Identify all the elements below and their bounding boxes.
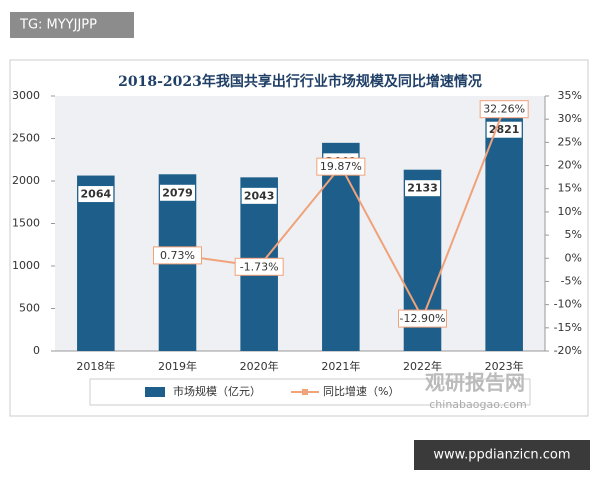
y-tick-label: 500	[19, 302, 40, 315]
bar-label: 2133	[407, 182, 438, 195]
line-label: 19.87%	[320, 160, 362, 173]
x-tick-label: 2019年	[158, 359, 197, 373]
y-tick-label: 1000	[12, 259, 40, 272]
watermark: 观研报告网	[425, 371, 525, 395]
y2-tick-label: 25%	[558, 135, 582, 148]
bar	[322, 142, 360, 351]
y2-tick-label: 30%	[558, 112, 582, 125]
bar-label-box	[404, 179, 441, 198]
line-label-box	[234, 257, 284, 276]
y2-tick-label: 10%	[558, 205, 582, 218]
tag-box	[10, 12, 134, 38]
url-box	[414, 440, 590, 470]
line-label-box	[153, 246, 202, 265]
bar-label-box	[159, 183, 196, 202]
y2-tick-label: -5%	[561, 274, 582, 287]
y2-tick-label: 15%	[558, 182, 582, 195]
line-label: -1.73%	[240, 260, 279, 273]
y2-tick-label: 5%	[565, 228, 582, 241]
y2-tick-label: 35%	[558, 89, 582, 102]
legend-label: 同比增速（%）	[323, 384, 399, 398]
bar-label: 2079	[162, 186, 193, 199]
y2-tick-label: -15%	[554, 321, 582, 334]
bar-label: 2064	[81, 188, 112, 201]
line-label-box	[316, 157, 366, 176]
tag-text: TG: MYYJJPP	[19, 18, 97, 33]
y-tick-label: 0	[33, 344, 40, 357]
x-tick-label: 2023年	[485, 359, 524, 373]
x-tick-label: 2018年	[76, 359, 115, 373]
bar-label-box	[240, 186, 278, 205]
url-text: www.ppdianzicn.com	[433, 448, 570, 463]
line-label: -12.90%	[400, 312, 446, 325]
y2-tick-label: 20%	[558, 159, 582, 172]
line-label-box	[479, 100, 529, 119]
bar	[77, 175, 115, 351]
legend-swatch	[145, 387, 165, 397]
y2-tick-label: -10%	[554, 298, 582, 311]
bar	[485, 111, 523, 351]
line-label: 0.73%	[160, 249, 195, 262]
chart-title: 2018-2023年我国共享出行行业市场规模及同比增速情况	[118, 73, 482, 90]
bar-label-box	[77, 185, 115, 204]
legend-label: 市场规模（亿元）	[173, 384, 261, 398]
y-tick-label: 3000	[12, 89, 40, 102]
x-tick-label: 2020年	[240, 359, 279, 373]
y-tick-label: 2000	[12, 174, 40, 187]
y2-tick-label: 0%	[565, 251, 582, 264]
legend-marker	[302, 389, 308, 395]
plot-bg	[55, 96, 545, 351]
y2-tick-label: -20%	[554, 344, 582, 357]
x-tick-label: 2022年	[403, 359, 442, 373]
line-label-box	[398, 309, 447, 328]
line-label: 32.26%	[483, 103, 525, 116]
y-tick-label: 2500	[12, 132, 40, 145]
x-tick-label: 2021年	[321, 359, 360, 373]
watermark-url: chinabaogao.com	[429, 398, 527, 411]
y-tick-label: 1500	[12, 217, 40, 230]
bar-label: 2043	[244, 189, 275, 202]
